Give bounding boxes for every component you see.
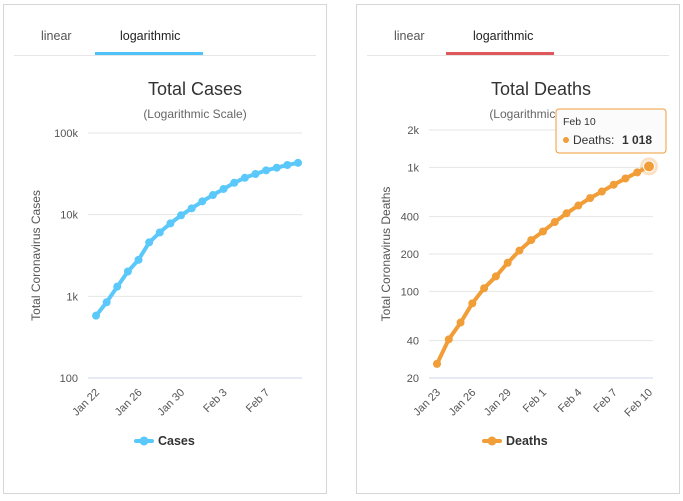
y-tick-label: 10k	[60, 210, 78, 222]
tab-logarithmic[interactable]: logarithmic	[120, 29, 181, 43]
y-tick-label: 100k	[54, 128, 78, 140]
x-tick-label: Feb 4	[556, 387, 584, 415]
y-tick-label: 100	[60, 373, 78, 385]
data-point	[562, 209, 571, 218]
data-point	[503, 258, 512, 267]
data-point	[251, 169, 260, 178]
tooltip: Feb 10 Deaths: 1 018	[555, 108, 667, 154]
data-point	[456, 318, 465, 327]
series-line	[94, 160, 300, 318]
data-point	[633, 168, 642, 177]
data-point	[155, 228, 164, 237]
x-tick-label: Jan 22	[70, 387, 102, 419]
y-tick-label: 200	[401, 249, 419, 261]
data-point	[145, 238, 154, 247]
tab-logarithmic[interactable]: logarithmic	[473, 29, 534, 43]
data-point	[294, 158, 302, 167]
data-point	[283, 161, 292, 170]
data-point	[480, 284, 489, 293]
tab-active-underline	[95, 52, 203, 55]
data-point	[92, 311, 100, 320]
y-tick-label: 20	[407, 373, 419, 385]
data-point	[134, 255, 143, 264]
data-point	[262, 166, 271, 175]
data-point	[113, 282, 122, 291]
data-point	[219, 184, 228, 193]
y-tick-label: 2k	[407, 125, 419, 137]
data-point	[491, 272, 500, 281]
data-point	[177, 211, 186, 220]
cases-tabs: linear logarithmic	[14, 5, 316, 56]
data-point	[586, 194, 595, 203]
data-point	[102, 298, 111, 307]
x-tick-label: Jan 23	[411, 387, 443, 419]
x-tick-label: Feb 7	[244, 387, 272, 415]
chart-title: Total Deaths	[491, 79, 591, 99]
tooltip-box	[555, 108, 667, 154]
data-point	[240, 173, 249, 182]
x-tick-label: Jan 29	[482, 387, 514, 419]
cases-chart: Total Cases (Logarithmic Scale) 100 1k 10k 10…	[29, 79, 302, 448]
tooltip-value: 1 018	[622, 133, 652, 147]
legend-marker	[139, 436, 149, 446]
tooltip-date: Feb 10	[563, 116, 596, 128]
chart-subtitle: (Logarithmic Scale)	[143, 107, 246, 121]
y-axis-label: Total Coronavirus Cases	[29, 190, 43, 321]
x-tick-label: Jan 26	[113, 387, 145, 419]
deaths-tabs: linear logarithmic	[367, 5, 669, 56]
data-point	[515, 246, 524, 255]
x-tick-label: Feb 7	[591, 387, 619, 415]
data-point	[208, 191, 217, 200]
y-axis-label: Total Coronavirus Deaths	[379, 187, 393, 322]
chart-title: Total Cases	[148, 79, 242, 99]
data-point	[539, 227, 547, 236]
data-point	[527, 236, 536, 245]
x-tick-label: Feb 3	[201, 387, 229, 415]
data-point	[621, 174, 630, 183]
tooltip-marker	[563, 137, 569, 143]
data-point	[550, 218, 559, 227]
deaths-chart: Total Deaths(Logarithmic Scale)204010020…	[379, 79, 667, 448]
y-tick-label: 40	[407, 336, 419, 348]
deaths-chart-panel: linear logarithmic Total Deaths (Logarith…	[356, 4, 680, 494]
cases-chart-panel: linear logarithmic Total Cases (Logarithm…	[3, 4, 327, 494]
data-point	[444, 335, 453, 344]
data-point	[272, 163, 281, 172]
data-point	[574, 201, 583, 210]
y-tick-label: 100	[401, 286, 419, 298]
x-tick-label: Jan 26	[447, 387, 479, 419]
data-point	[166, 219, 175, 228]
y-tick-label: 1k	[66, 291, 78, 303]
hover-point	[643, 160, 655, 173]
tab-linear[interactable]: linear	[394, 29, 425, 43]
data-point	[230, 178, 239, 187]
x-tick-label: Jan 30	[155, 387, 187, 419]
tooltip-label: Deaths:	[573, 133, 614, 147]
y-tick-label: 400	[401, 212, 419, 224]
x-tick-label: Feb 1	[521, 387, 549, 415]
series-line	[435, 164, 651, 366]
y-tick-label: 1k	[407, 162, 419, 174]
legend-label: Cases	[158, 434, 195, 448]
legend-marker	[487, 436, 497, 446]
x-tick-label: Feb 10	[622, 387, 655, 420]
data-point	[433, 359, 441, 368]
data-point	[123, 267, 132, 276]
tab-active-underline	[446, 52, 554, 55]
legend-label: Deaths	[506, 434, 548, 448]
data-point	[187, 204, 196, 213]
data-point	[468, 299, 477, 308]
data-point	[198, 197, 207, 206]
tab-linear[interactable]: linear	[41, 29, 72, 43]
data-point	[597, 187, 606, 196]
data-point	[609, 180, 618, 189]
